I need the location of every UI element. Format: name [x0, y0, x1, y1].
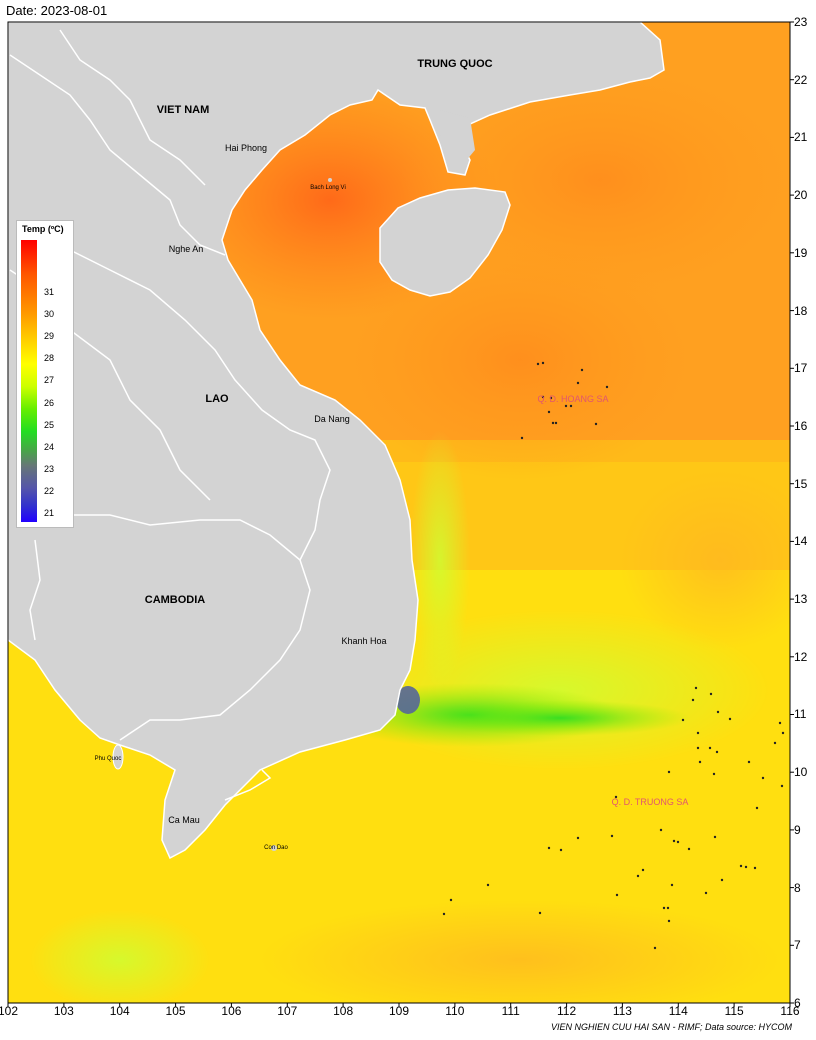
legend-tick-label: 30 [44, 309, 55, 320]
y-tick-label: 13 [794, 592, 808, 607]
x-tick-label: 104 [109, 1004, 130, 1018]
y-tick-label: 9 [794, 822, 801, 837]
legend-tick-label: 24 [44, 441, 55, 452]
leizhou-peninsula [440, 110, 475, 168]
legend-tick-label: 25 [44, 419, 55, 430]
y-tick-label: 19 [794, 245, 808, 260]
upwelling-band [430, 700, 690, 736]
legend-tick-label: 27 [44, 375, 55, 386]
x-tick-label: 106 [221, 1004, 242, 1018]
truong-sa-reefs [442, 686, 785, 950]
y-tick-label: 21 [794, 130, 808, 145]
south-warm [620, 470, 790, 650]
south-east-warm [260, 900, 780, 1003]
y-tick-label: 10 [794, 765, 808, 780]
legend-tick-label: 29 [44, 331, 55, 342]
label-trung-quoc: TRUNG QUOC [417, 58, 493, 70]
y-tick-label: 20 [794, 188, 808, 203]
legend-tick-label: 28 [44, 353, 55, 364]
x-tick-label: 111 [501, 1004, 520, 1018]
label-truong-sa: Q. D. TRUONG SA [611, 797, 689, 807]
x-axis-ticks [7, 1003, 791, 1007]
bach-long-vi-island [328, 178, 332, 182]
legend-color-bar [21, 240, 37, 522]
x-tick-label: 109 [388, 1004, 410, 1018]
border-laos-north [59, 29, 206, 186]
x-tick-label: 112 [556, 1004, 577, 1018]
y-tick-label: 22 [794, 72, 808, 87]
y-axis-ticks [790, 21, 794, 1004]
x-tick-label: 115 [724, 1004, 744, 1018]
x-tick-label: 108 [333, 1004, 354, 1018]
legend-tick-label: 26 [44, 397, 55, 408]
y-tick-label: 8 [794, 880, 801, 895]
central-warm [340, 240, 700, 480]
legend-tick-label: 23 [44, 463, 55, 474]
y-tick-label: 16 [794, 418, 808, 433]
y-tick-label: 11 [794, 707, 807, 722]
border-china-vietnam [9, 54, 226, 256]
phu-quoc-island [112, 744, 124, 770]
x-tick-label: 105 [165, 1004, 186, 1018]
y-tick-label: 6 [794, 996, 801, 1010]
hoang-sa-reefs [520, 361, 609, 440]
border-laos-vietnam [69, 249, 331, 561]
hainan-island [379, 187, 511, 297]
legend-title: Temp (ºC) [22, 224, 64, 234]
coast-cool-strip [410, 430, 470, 690]
gulf-thailand-light [30, 910, 210, 1003]
label-bach-long-vi: Bach Long Vi [310, 185, 346, 191]
x-tick-label: 116 [780, 1004, 800, 1018]
y-tick-label: 18 [794, 303, 808, 318]
label-lao: LAO [205, 393, 229, 405]
y-tick-label: 7 [794, 938, 801, 953]
y-tick-label: 14 [794, 534, 808, 549]
label-cambodia: CAMBODIA [144, 594, 206, 606]
date-label: Date: 2023-08-01 [6, 3, 108, 18]
x-tick-label: 103 [53, 1004, 74, 1018]
cold-spot [396, 686, 420, 714]
x-tick-label: 114 [668, 1004, 688, 1018]
mekong-delta-coast [224, 769, 272, 801]
con-dao-island [271, 845, 277, 851]
label-ca-mau: Ca Mau [168, 815, 200, 825]
x-tick-label: 107 [277, 1004, 298, 1018]
legend-tick-label: 31 [44, 287, 55, 297]
x-tick-label: 113 [612, 1004, 632, 1018]
legend-tick-label: 22 [44, 485, 55, 496]
label-hai-phong: Hai Phong [224, 143, 268, 153]
y-tick-label: 12 [794, 649, 808, 664]
legend-tick-label: 21 [44, 508, 55, 518]
label-khanh-hoa: Khanh Hoa [341, 636, 387, 646]
y-tick-label: 17 [794, 361, 808, 376]
y-tick-label: 23 [794, 15, 808, 29]
border-cambodia [29, 514, 311, 741]
label-phu-quoc: Phu Quoc [94, 756, 122, 762]
label-viet-nam: VIET NAM [156, 104, 210, 116]
y-tick-label: 15 [794, 476, 808, 491]
label-hoang-sa: Q. D. HOANG SA [537, 394, 609, 404]
label-nghe-an: Nghe An [168, 244, 204, 254]
hainan-east-warm [400, 60, 790, 300]
label-con-dao: Con Dao [264, 845, 288, 851]
x-tick-label: 102 [0, 1004, 19, 1018]
credit-text: VIEN NGHIEN CUU HAI SAN - RIMF; Data sou… [550, 1022, 792, 1032]
temperature-legend: Temp (ºC) 31 30 29 28 27 26 25 24 23 22 21 [16, 220, 74, 528]
border-thailand-cambodia [29, 539, 41, 641]
x-tick-label: 110 [445, 1004, 465, 1018]
label-da-nang: Da Nang [314, 414, 350, 424]
